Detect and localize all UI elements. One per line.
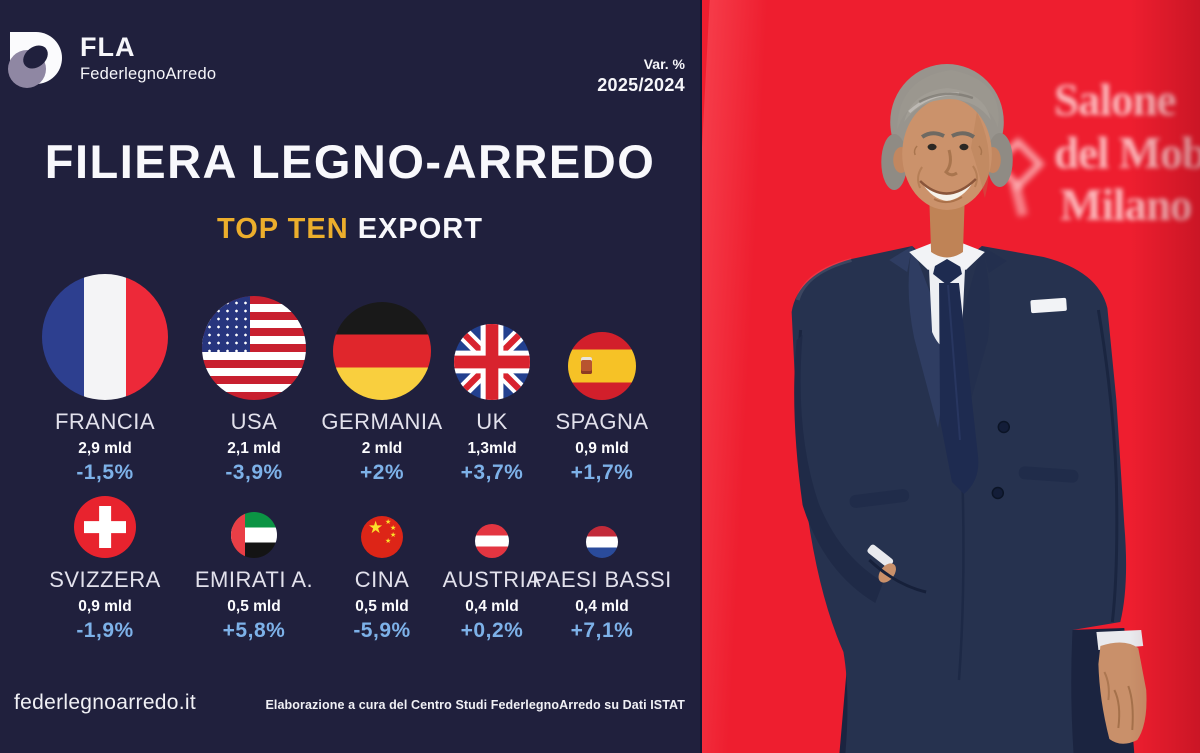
page-title: FILIERA LEGNO-ARREDO [44,135,656,188]
country-card-austria: AUSTRIA 0,4 mld +0,2% [412,494,572,643]
flag-china-icon: ★ ★ ★ ★ ★ [361,516,403,558]
country-variation: -5,9% [353,619,411,642]
country-card-emirati: EMIRATI A. 0,5 mld +5,8% [174,494,334,643]
country-name: FRANCIA [54,409,156,434]
country-card-spagna: SPAGNA 0,9 mld +1,7% [522,272,682,485]
country-variation: +3,7% [460,461,524,484]
flag-usa-icon [202,296,306,400]
country-value: 0,9 mld [78,598,132,615]
flag-spain-icon [568,332,636,400]
spain-crest-icon [581,357,592,374]
portrait-man-in-suit [702,0,1200,753]
country-value: 0,5 mld [355,598,409,615]
country-name: GERMANIA [321,409,443,434]
country-value: 2,9 mld [78,440,132,457]
country-name: CINA [354,567,410,592]
country-value: 2,1 mld [227,440,281,457]
flag-germany-icon [333,302,431,400]
country-value: 0,4 mld [575,598,629,615]
flag-austria-icon [475,524,509,558]
country-variation: -3,9% [225,461,283,484]
country-variation: +0,2% [460,619,524,642]
country-card-usa: USA 2,1 mld -3,9% [174,272,334,485]
country-card-svizzera: SVIZZERA 0,9 mld -1,9% [25,494,185,643]
country-name: USA [230,409,278,434]
page-subtitle: TOP TEN EXPORT [0,213,700,246]
variation-label: Var. % [643,56,685,72]
country-card-paesi-bassi: PAESI BASSI 0,4 mld +7,1% [522,494,682,643]
country-name: SPAGNA [555,409,649,434]
variation-period: 2025/2024 [597,74,685,95]
flag-switzerland-icon [74,496,136,558]
export-infographic-panel: FLA FederlegnoArredo Var. % 2025/2024 FI… [0,0,700,753]
country-card-uk: UK 1,3mld +3,7% [412,272,572,485]
country-value: 0,4 mld [465,598,519,615]
logo-abbr: FLA [80,32,136,62]
footer: federlegnoarredo.it Elaborazione a cura … [0,691,700,715]
country-card-cina: ★ ★ ★ ★ ★ CINA 0,5 mld -5,9% [302,494,462,643]
country-value: 0,5 mld [227,598,281,615]
country-variation: +2% [359,461,405,484]
website-url: federlegnoarredo.it [14,691,196,714]
subtitle-highlight: TOP TEN [217,213,349,245]
country-variation: +5,8% [222,619,286,642]
flag-netherlands-icon [586,526,618,558]
photo-shade-right [1130,0,1200,753]
flag-uk-icon [454,324,530,400]
country-value: 2 mld [361,440,403,457]
photo-panel: Salone del Mobile. Milano [700,0,1200,753]
country-name: EMIRATI A. [194,567,314,592]
country-variation: +7,1% [570,619,634,642]
country-name: AUSTRIA [442,567,542,592]
country-name: PAESI BASSI [532,567,672,592]
country-value: 1,3mld [467,440,517,457]
country-variation: -1,9% [76,619,134,642]
credit-line: Elaborazione a cura del Centro Studi Fed… [265,698,685,712]
subtitle-rest: EXPORT [357,213,483,245]
country-card-germania: GERMANIA 2 mld +2% [302,272,462,485]
country-variation: +1,7% [570,461,634,484]
logo-name: FederlegnoArredo [80,65,217,83]
country-name: SVIZZERA [49,567,161,592]
flag-uae-icon [231,512,277,558]
country-name: UK [476,409,508,434]
country-variation: -1,5% [76,461,134,484]
country-card-francia: FRANCIA 2,9 mld -1,5% [25,272,185,485]
flag-france-icon [42,274,168,400]
variation-box: Var. % 2025/2024 [597,56,685,96]
fla-logo: FLA FederlegnoArredo [8,30,216,88]
fla-logo-icon [8,30,64,88]
salone-del-mobile-backdrop-text: Salone del Mobile. Milano [1054,75,1200,231]
country-value: 0,9 mld [575,440,629,457]
